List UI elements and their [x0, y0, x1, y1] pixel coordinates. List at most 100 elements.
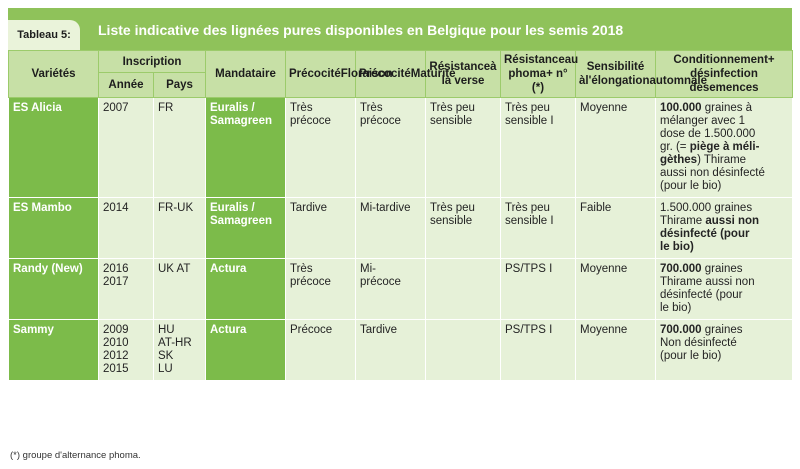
cell-line: Mi-tardive: [360, 202, 411, 214]
cell-line: HU: [158, 324, 175, 336]
cell-line: 2010: [103, 337, 129, 349]
cell-line: 700.000 graines: [660, 324, 788, 337]
cell-line: Thirame aussi non: [660, 276, 788, 289]
cell-line: désinfecté (pour: [660, 228, 788, 241]
table-row: ES Alicia 2007 FR Euralis / Samagreen Très pré…: [8, 97, 793, 198]
cell-conditionnement: 1.500.000 graines Thirame aussi non désinf…: [655, 197, 793, 259]
cell-resistance-verse: [425, 319, 501, 381]
cell-line: 100.000 graines à: [660, 102, 788, 115]
cell-mandataire: Actura: [205, 258, 286, 320]
bold-text: gèthes: [660, 154, 698, 166]
bold-text: le bio): [660, 241, 694, 253]
table-body: ES Alicia 2007 FR Euralis / Samagreen Très pré…: [8, 97, 793, 381]
bold-text: 700.000: [660, 324, 702, 336]
cell-line: 2007: [103, 102, 129, 114]
cell-line: Très peu: [430, 102, 475, 114]
varieties-table: Variétés Inscription Mandataire Précocit…: [8, 49, 793, 381]
footnote: (*) groupe d'alternance phoma.: [10, 450, 141, 461]
header-mandataire: Mandataire: [205, 50, 286, 98]
cell-precocite-floraison: Précoce: [285, 319, 356, 381]
bold-text: piège à méli-: [689, 141, 760, 153]
cell-line: (pour le bio): [660, 350, 788, 363]
table-number-tag: Tableau 5:: [8, 20, 80, 50]
header-resistance-verse: Résistanceà la verse: [425, 50, 501, 98]
cell-resistance-phoma: PS/TPS I: [500, 258, 576, 320]
text: aussi non désinfecté: [660, 167, 765, 179]
cell-line: Faible: [580, 202, 612, 214]
cell-line: sensible I: [505, 115, 554, 127]
cell-line: 2012: [103, 350, 129, 362]
header-line: Résistance: [504, 54, 565, 66]
table-title: Liste indicative des lignées pures dispo…: [98, 22, 624, 38]
cell-line: Euralis /: [210, 202, 255, 214]
cell-line: 700.000 graines: [660, 263, 788, 276]
cell-line: Moyenne: [580, 102, 628, 114]
cell-line: précoce: [290, 276, 331, 288]
cell-conditionnement: 100.000 graines à mélanger avec 1 dose de …: [655, 97, 793, 198]
header-inscription: Inscription: [98, 49, 206, 73]
header-line: + désinfection de: [689, 54, 775, 94]
cell-conditionnement: 700.000 graines Thirame aussi non désinfec…: [655, 258, 793, 320]
header-line: Précocité: [289, 68, 341, 80]
cell-line: PS/TPS I: [505, 263, 553, 275]
cell-line: le bio): [660, 241, 788, 254]
cell-line: 2014: [103, 202, 129, 214]
cell-line: le bio): [660, 302, 788, 315]
cell-line: précoce: [360, 276, 401, 288]
header-line: semences: [702, 82, 759, 94]
cell-precocite-maturite: Tardive: [355, 319, 426, 381]
cell-line: précoce: [290, 115, 331, 127]
cell-line: Tardive: [290, 202, 328, 214]
cell-line: LU: [158, 363, 173, 375]
text: Non désinfecté: [660, 337, 737, 349]
header-sensibilite-elongation: Sensibilité àl'élongationautomnale: [575, 50, 707, 98]
cell-line: sensible I: [505, 215, 554, 227]
header-conditionnement: Conditionnement+ désinfection desemences: [655, 50, 793, 98]
cell-conditionnement: 700.000 graines Non désinfecté (pour le bi…: [655, 319, 793, 381]
header-varietes: Variétés: [8, 50, 99, 98]
bold-text: aussi non: [705, 215, 760, 227]
cell-line: Très peu: [505, 202, 550, 214]
header-subrow: Année Pays: [9, 72, 793, 98]
cell-variete: ES Alicia: [8, 97, 99, 198]
text: gr. (=: [660, 141, 690, 153]
header-resistance-phoma: Résistanceau phoma+ n° (*): [500, 50, 578, 98]
bold-text: 100.000: [660, 102, 702, 114]
cell-line: Moyenne: [580, 263, 628, 275]
cell-line: 1.500.000 graines: [660, 202, 788, 215]
cell-line: aussi non désinfecté: [660, 167, 788, 180]
cell-line: FR-UK: [158, 202, 194, 214]
cell-sensibilite: Faible: [575, 197, 656, 259]
cell-line: 2017: [103, 276, 129, 288]
cell-line: (pour le bio): [660, 180, 788, 193]
cell-resistance-phoma: PS/TPS I: [500, 319, 576, 381]
text: graines: [701, 263, 743, 275]
cell-line: mélanger avec 1: [660, 115, 788, 128]
cell-line: dose de 1.500.000: [660, 128, 788, 141]
cell-line: Précoce: [290, 324, 333, 336]
cell-line: gr. (= piège à méli-: [660, 141, 788, 154]
header-precocite-floraison: PrécocitéFloraison: [285, 50, 393, 98]
cell-line: sensible: [430, 215, 473, 227]
text: (pour le bio): [660, 350, 722, 362]
cell-line: Très: [290, 263, 313, 275]
cell-resistance-verse: Très peu sensible: [425, 97, 501, 198]
text: Thirame: [660, 215, 706, 227]
cell-mandataire: Euralis / Samagreen: [205, 97, 286, 198]
text: (pour le bio): [660, 180, 722, 192]
cell-line: Samagreen: [210, 115, 273, 127]
cell-line: FR: [158, 102, 174, 114]
header-pays: Pays: [153, 72, 206, 98]
header-line: à la verse: [441, 61, 497, 87]
cell-pays: HU AT-HR SK LU: [153, 319, 206, 381]
cell-line: gèthes) Thirame: [660, 154, 788, 167]
cell-variete: ES Mambo: [8, 197, 99, 259]
cell-precocite-floraison: Très précoce: [285, 258, 356, 320]
header-line: + n° (*): [531, 68, 568, 94]
text: dose de 1.500.000: [660, 128, 756, 140]
title-bar: Tableau 5: Liste indicative des lignées …: [8, 8, 792, 50]
cell-mandataire: Euralis / Samagreen: [205, 197, 286, 259]
cell-line: Non désinfecté: [660, 337, 788, 350]
cell-line: Mi-: [360, 263, 376, 275]
cell-line: Très: [360, 102, 383, 114]
